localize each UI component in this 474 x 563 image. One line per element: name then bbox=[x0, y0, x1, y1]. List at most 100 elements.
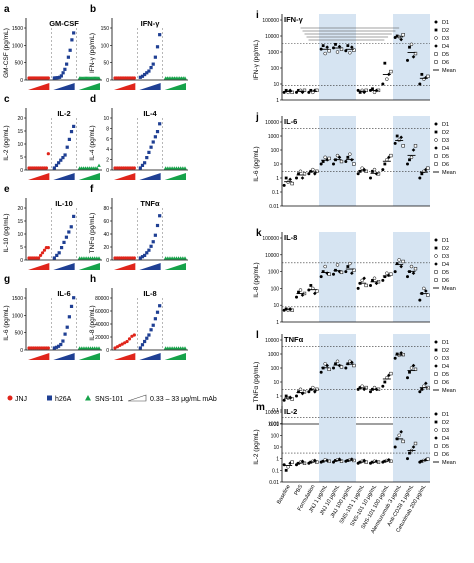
data-point bbox=[339, 270, 344, 275]
y-tick-label: 10 bbox=[103, 116, 109, 122]
data-point bbox=[372, 167, 377, 172]
y-tick-label: 100000 bbox=[262, 236, 279, 242]
legend-label: D4 bbox=[442, 436, 449, 442]
y-axis-label: IL-4 (pg/mL) bbox=[89, 125, 96, 160]
y-tick-label: 8 bbox=[106, 126, 109, 132]
legend-marker bbox=[434, 20, 438, 24]
legend-marker bbox=[434, 254, 438, 258]
y-axis-label: IL-8 (pg/mL) bbox=[89, 305, 96, 340]
panel-title: TNFα bbox=[284, 335, 304, 344]
concentration-ramp bbox=[28, 263, 50, 270]
legend-label: D4 bbox=[442, 364, 449, 370]
data-point bbox=[348, 152, 352, 156]
legend-marker bbox=[434, 122, 438, 126]
data-point bbox=[426, 74, 430, 79]
y-tick-label: 10000 bbox=[265, 338, 279, 344]
data-point bbox=[149, 328, 153, 332]
y-tick-label: 0.1 bbox=[272, 190, 279, 196]
data-point bbox=[323, 264, 327, 269]
data-point bbox=[327, 367, 331, 372]
y-axis-label: GM-CSF (pg/mL) bbox=[3, 28, 10, 78]
y-tick-label: 0 bbox=[106, 258, 109, 264]
data-point bbox=[426, 293, 430, 297]
x-tick-label: Baseline bbox=[276, 484, 292, 505]
data-point bbox=[339, 459, 344, 463]
legend: JNJ h26A SNS-101 0.33 – 33 μg/mL mAb bbox=[7, 394, 217, 403]
data-point bbox=[147, 248, 151, 252]
y-tick-label: 1000 bbox=[268, 134, 279, 140]
data-point bbox=[61, 71, 65, 75]
data-point bbox=[387, 373, 391, 378]
data-point bbox=[59, 342, 63, 347]
data-point bbox=[424, 167, 428, 172]
data-point bbox=[319, 370, 323, 374]
legend-label: Mean bbox=[442, 460, 456, 466]
legend-marker bbox=[434, 278, 438, 282]
legend-label: D5 bbox=[442, 372, 449, 378]
data-point bbox=[143, 161, 147, 165]
concentration-ramp bbox=[53, 353, 75, 360]
data-point bbox=[149, 244, 153, 248]
data-point bbox=[298, 387, 303, 392]
data-point bbox=[406, 275, 409, 279]
y-tick-label: 20 bbox=[103, 245, 109, 251]
y-tick-label: 0 bbox=[20, 348, 23, 354]
data-point bbox=[62, 240, 66, 244]
data-point bbox=[158, 33, 162, 37]
data-point bbox=[362, 276, 366, 281]
data-point bbox=[66, 55, 70, 59]
y-tick-label: 10000 bbox=[265, 34, 279, 40]
legend-label-jnj: JNJ bbox=[15, 396, 27, 403]
data-point bbox=[323, 51, 327, 56]
legend-marker bbox=[434, 412, 438, 416]
y-tick-label: 15 bbox=[17, 219, 23, 225]
data-point bbox=[132, 256, 136, 260]
legend-marker bbox=[434, 444, 438, 448]
data-point bbox=[153, 55, 157, 59]
concentration-ramp bbox=[139, 83, 161, 90]
y-tick-label: 150 bbox=[101, 26, 110, 32]
data-point bbox=[371, 87, 374, 91]
legend-marker-sns bbox=[85, 395, 91, 401]
data-point bbox=[356, 172, 360, 176]
data-point bbox=[321, 44, 325, 48]
y-axis-label: IL-2 (pg/mL) bbox=[253, 429, 260, 464]
panel-title: GM-CSF bbox=[49, 19, 79, 28]
concentration-ramp bbox=[114, 83, 136, 90]
panel-j: j IL-6 0.01 0.1 1 10 100 1000 10000 IL-6 (pg/mL) D… bbox=[253, 112, 456, 210]
data-point bbox=[409, 366, 414, 370]
legend-marker bbox=[434, 356, 438, 360]
data-point bbox=[65, 62, 69, 66]
data-point bbox=[408, 370, 411, 374]
data-point bbox=[52, 346, 56, 350]
data-point bbox=[140, 343, 145, 347]
data-point bbox=[44, 166, 49, 170]
y-tick-label: 40000 bbox=[95, 322, 109, 328]
shaded-region bbox=[393, 406, 430, 482]
data-point bbox=[311, 385, 315, 390]
y-tick-label: 1000 bbox=[268, 352, 279, 358]
data-point bbox=[362, 387, 366, 392]
data-point bbox=[155, 130, 160, 134]
data-point bbox=[40, 251, 45, 255]
data-point bbox=[69, 304, 74, 308]
y-tick-label: 10 bbox=[17, 142, 23, 148]
data-point bbox=[350, 271, 354, 276]
data-point bbox=[127, 337, 132, 341]
data-point bbox=[302, 390, 307, 394]
y-tick-label: 0.01 bbox=[269, 480, 279, 486]
data-point bbox=[149, 66, 153, 70]
legend-marker bbox=[434, 380, 438, 384]
concentration-ramp bbox=[114, 263, 136, 270]
data-point bbox=[183, 346, 187, 350]
y-tick-label: 1 bbox=[276, 320, 279, 326]
data-point bbox=[97, 163, 101, 167]
data-point bbox=[426, 166, 430, 170]
data-point bbox=[46, 246, 50, 250]
data-point bbox=[323, 362, 327, 366]
data-point bbox=[399, 37, 403, 42]
data-point bbox=[371, 169, 374, 173]
data-point bbox=[409, 155, 414, 160]
data-point bbox=[327, 156, 331, 161]
